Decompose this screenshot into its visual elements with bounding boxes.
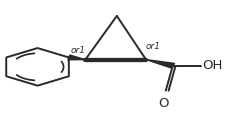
Polygon shape: [68, 55, 85, 60]
Polygon shape: [146, 60, 175, 68]
Text: or1: or1: [146, 42, 160, 51]
Text: O: O: [158, 97, 169, 109]
Text: OH: OH: [202, 59, 222, 72]
Text: or1: or1: [70, 46, 85, 55]
